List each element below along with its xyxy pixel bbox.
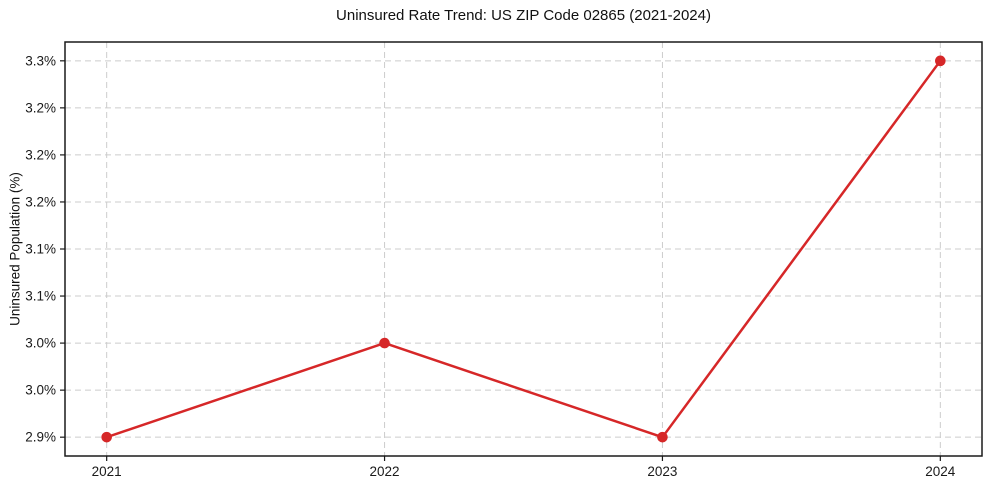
data-point-marker	[935, 55, 946, 67]
y-tick-label: 3.0%	[25, 383, 56, 398]
y-tick-label: 2.9%	[25, 430, 56, 445]
data-point-marker	[101, 431, 112, 443]
chart-title: Uninsured Rate Trend: US ZIP Code 02865 …	[336, 7, 711, 24]
y-tick-label: 3.1%	[25, 242, 56, 257]
y-tick-label: 3.0%	[25, 336, 56, 351]
data-point-marker	[657, 431, 668, 443]
y-tick-label: 3.2%	[25, 194, 56, 209]
y-tick-label: 3.2%	[25, 100, 56, 115]
data-point-marker	[379, 337, 390, 349]
axes-spines	[64, 41, 983, 457]
y-tick-label: 3.2%	[25, 147, 56, 162]
y-tick-label: 3.3%	[25, 53, 56, 68]
x-tick-label: 2022	[370, 464, 400, 479]
y-tick-label: 3.1%	[25, 289, 56, 304]
trend-line	[105, 59, 942, 439]
x-tick-label: 2021	[92, 464, 122, 479]
x-tick-label: 2023	[647, 464, 677, 479]
x-tick-label: 2024	[925, 464, 956, 479]
